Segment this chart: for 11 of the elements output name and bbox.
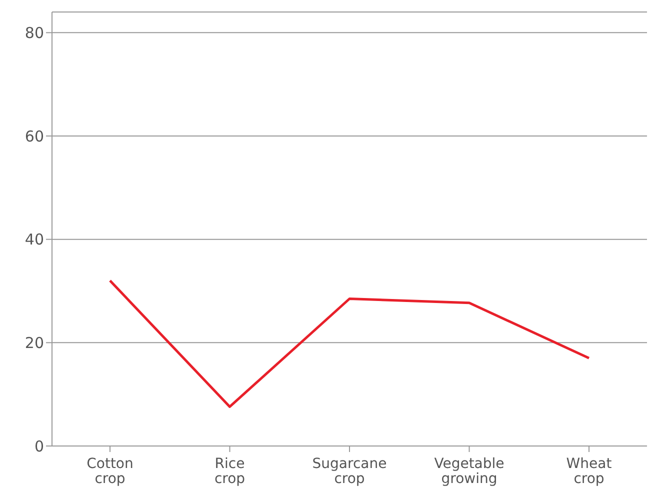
y-tick-label: 80	[24, 24, 44, 42]
y-tick-label: 20	[24, 334, 44, 352]
x-tick-label: Vegetable growing	[434, 456, 504, 487]
x-tick-label: Sugarcane crop	[312, 456, 387, 487]
x-tick-label: Cotton crop	[86, 456, 134, 487]
line-series	[108, 279, 590, 408]
y-tick-label: 0	[34, 437, 44, 456]
x-tick-label: Rice crop	[214, 456, 246, 487]
y-tick-label: 40	[24, 230, 44, 249]
y-tick-label: 60	[24, 127, 44, 146]
x-tick-label: Wheat crop	[566, 456, 612, 487]
